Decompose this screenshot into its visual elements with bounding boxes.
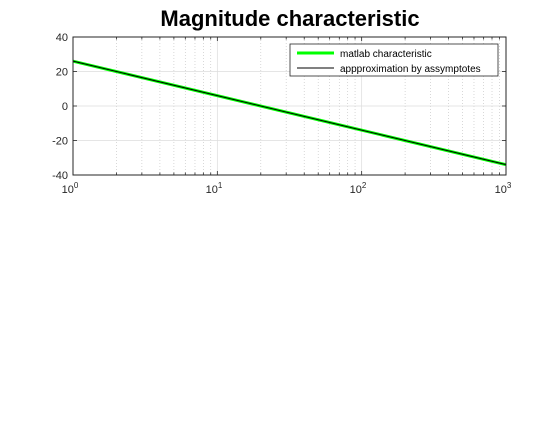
- x-tick-label: 101: [206, 181, 223, 196]
- x-tick-label: 100: [62, 181, 79, 196]
- series-line-approximation: [72, 60, 507, 166]
- y-tick-label: -20: [52, 136, 68, 148]
- y-tick-label: 0: [62, 101, 68, 113]
- legend-box: [289, 43, 499, 77]
- x-tick-label: 102: [350, 181, 367, 196]
- y-tick-label: 20: [56, 67, 68, 79]
- y-tick-label: -40: [52, 170, 68, 182]
- x-tick-labels: 100 101 102 103: [62, 181, 512, 196]
- x-tick-label: 103: [495, 181, 512, 196]
- y-tick-labels: 40 20 0 -20 -40: [52, 32, 68, 182]
- legend: matlab characteristic appproximation by …: [289, 43, 499, 77]
- legend-label-matlab: matlab characteristic: [340, 49, 432, 60]
- chart-title: Magnitude characteristic: [160, 6, 419, 31]
- y-tick-label: 40: [56, 32, 68, 44]
- axis-ticks: [73, 36, 506, 176]
- legend-label-approximation: appproximation by assymptotes: [340, 64, 481, 75]
- series-layer: [72, 59, 507, 167]
